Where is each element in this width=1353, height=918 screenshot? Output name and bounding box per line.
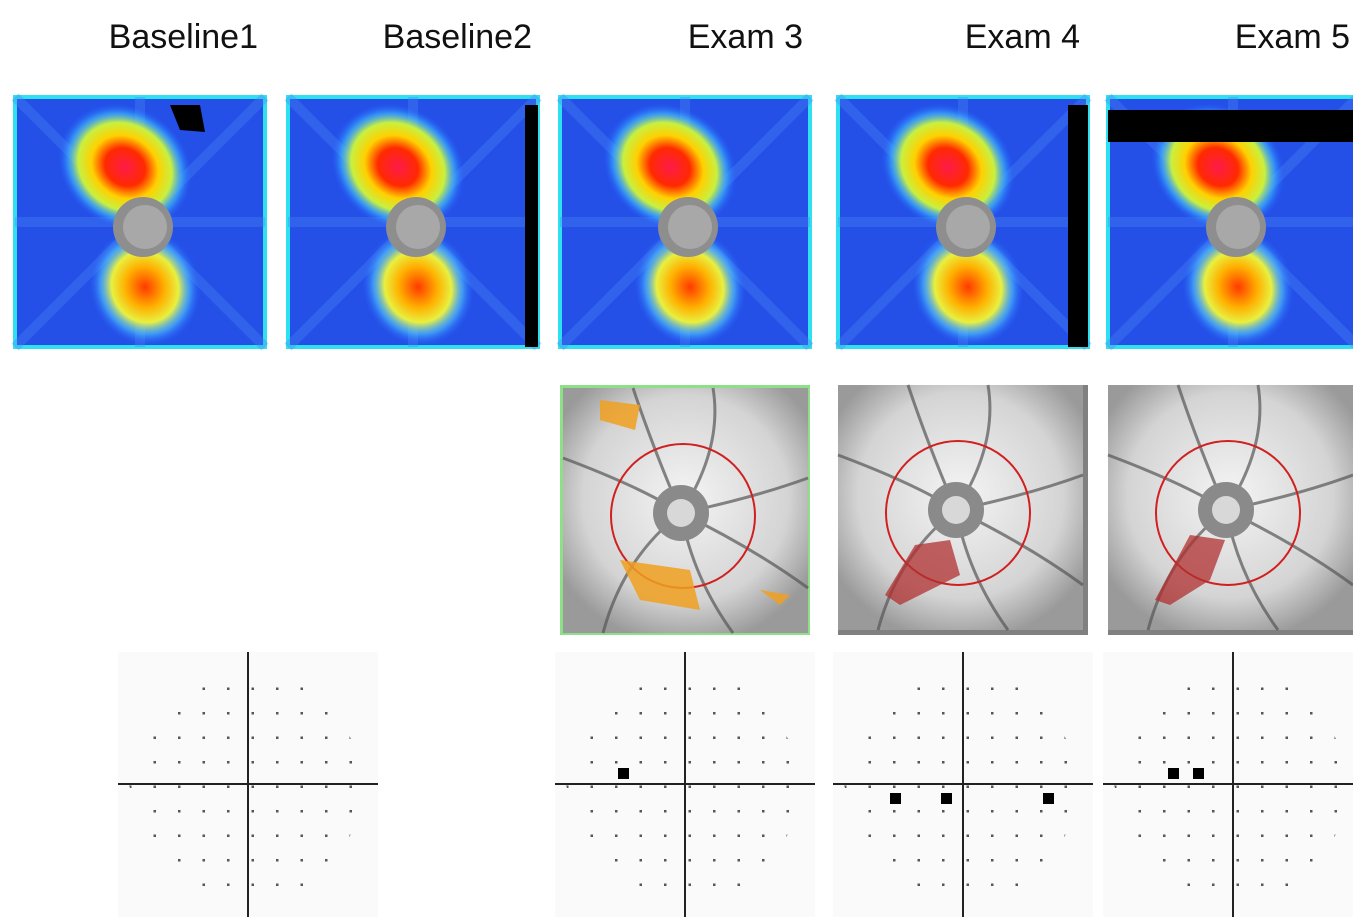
defect-symbol xyxy=(1168,768,1179,779)
thickness-map xyxy=(838,78,1088,365)
fundus xyxy=(838,385,1083,630)
scan-gap xyxy=(525,105,538,347)
thickness-map xyxy=(15,78,265,365)
thickness-maps xyxy=(15,78,1353,365)
scan-gap xyxy=(1068,105,1088,347)
scan-gap xyxy=(1108,110,1353,142)
figure: Baseline1 Baseline2 Exam 3 Exam 4 Exam 5 xyxy=(0,0,1353,918)
fundus-images xyxy=(560,385,1353,635)
defect-symbol xyxy=(1043,793,1054,804)
visual-field xyxy=(833,652,1093,917)
fundus xyxy=(1108,385,1353,630)
thickness-map xyxy=(288,78,538,365)
column-title: Exam 3 xyxy=(688,18,803,56)
defect-symbol xyxy=(618,768,629,779)
defect-symbol xyxy=(1193,768,1204,779)
visual-field xyxy=(1103,652,1353,917)
defect-symbol xyxy=(890,793,901,804)
visual-fields xyxy=(118,652,1353,917)
column-title: Exam 5 xyxy=(1235,18,1350,56)
column-title: Baseline2 xyxy=(383,18,532,56)
thickness-map xyxy=(560,78,810,365)
column-title: Baseline1 xyxy=(109,18,258,56)
defect-symbol xyxy=(941,793,952,804)
page: Baseline1 Baseline2 Exam 3 Exam 4 Exam 5 xyxy=(0,0,1353,918)
column-title: Exam 4 xyxy=(965,18,1080,56)
visual-field xyxy=(118,652,378,917)
visual-field xyxy=(555,652,815,917)
